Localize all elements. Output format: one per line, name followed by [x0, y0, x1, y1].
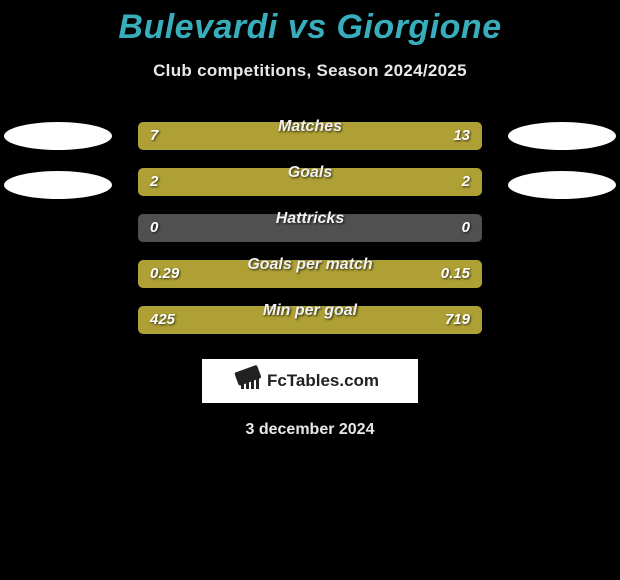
comparison-chart: 713Matches22Goals00Hattricks0.290.15Goal…	[0, 113, 620, 343]
stat-bar: 0.29 0.15	[138, 260, 482, 288]
site-logo-text: FcTables.com	[267, 371, 379, 391]
stat-right-value: 0	[462, 214, 470, 242]
team-right-oval	[508, 171, 616, 199]
page-date: 3 december 2024	[0, 421, 620, 439]
stat-bar-left	[138, 168, 310, 196]
bars-chart-icon	[241, 373, 261, 389]
stat-left-value: 7	[150, 122, 158, 150]
stat-left-value: 425	[150, 306, 175, 334]
team-left-oval	[4, 171, 112, 199]
stat-left-value: 0.29	[150, 260, 179, 288]
team-right-oval	[508, 122, 616, 150]
stat-bar-right	[258, 122, 482, 150]
stat-row: 713Matches	[0, 113, 620, 159]
stat-bar: 00	[138, 214, 482, 242]
stat-bar: 7 13	[138, 122, 482, 150]
stat-bar: 22	[138, 168, 482, 196]
stat-right-value: 13	[453, 122, 470, 150]
stat-row: 0.290.15Goals per match	[0, 251, 620, 297]
stat-row: 22Goals	[0, 159, 620, 205]
stat-left-value: 0	[150, 214, 158, 242]
stat-right-value: 0.15	[441, 260, 470, 288]
stat-bar: 425 719	[138, 306, 482, 334]
page-subtitle: Club competitions, Season 2024/2025	[0, 61, 620, 81]
stat-right-value: 719	[445, 306, 470, 334]
stat-row: 425719Min per goal	[0, 297, 620, 343]
stat-row: 00Hattricks	[0, 205, 620, 251]
site-logo[interactable]: FcTables.com	[202, 359, 418, 403]
team-left-oval	[4, 122, 112, 150]
stat-bar-right	[310, 168, 482, 196]
page-title: Bulevardi vs Giorgione	[0, 8, 620, 47]
stat-left-value: 2	[150, 168, 158, 196]
stat-right-value: 2	[462, 168, 470, 196]
